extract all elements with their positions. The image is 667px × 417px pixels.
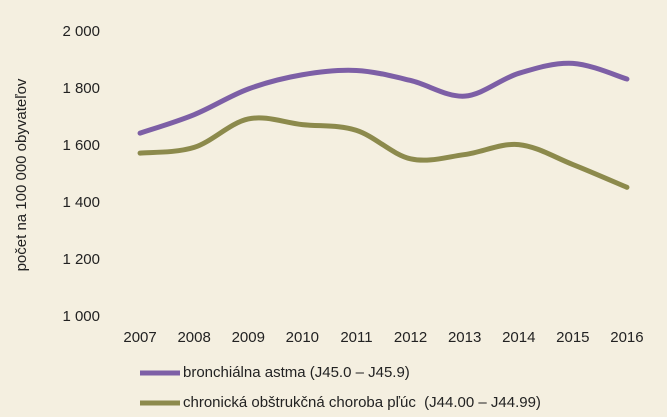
x-tick-label: 2014 [502,329,535,346]
x-tick-label: 2013 [448,329,481,346]
y-tick-label: 1 600 [62,137,100,154]
x-tick-label: 2012 [394,329,427,346]
x-tick-label: 2010 [286,329,319,346]
y-tick-label: 1 200 [62,251,100,268]
legend-label: chronická obštrukčná choroba pľúc (J44.0… [183,394,541,411]
y-tick-label: 1 800 [62,80,100,97]
x-tick-label: 2007 [123,329,156,346]
y-axis-label: počet na 100 000 obyvateľov [13,78,30,271]
x-tick-label: 2011 [340,329,372,346]
line [137,115,630,190]
y-tick-label: 1 000 [62,308,100,325]
line [137,60,630,136]
x-tick-label: 2016 [610,329,643,346]
x-tick-label: 2008 [177,329,210,346]
y-tick-label: 2 000 [62,23,100,40]
legend-label: bronchiálna astma (J45.0 – J45.9) [183,364,410,381]
y-tick-label: 1 400 [62,194,100,211]
x-tick-label: 2015 [556,329,589,346]
x-tick-label: 2009 [232,329,265,346]
